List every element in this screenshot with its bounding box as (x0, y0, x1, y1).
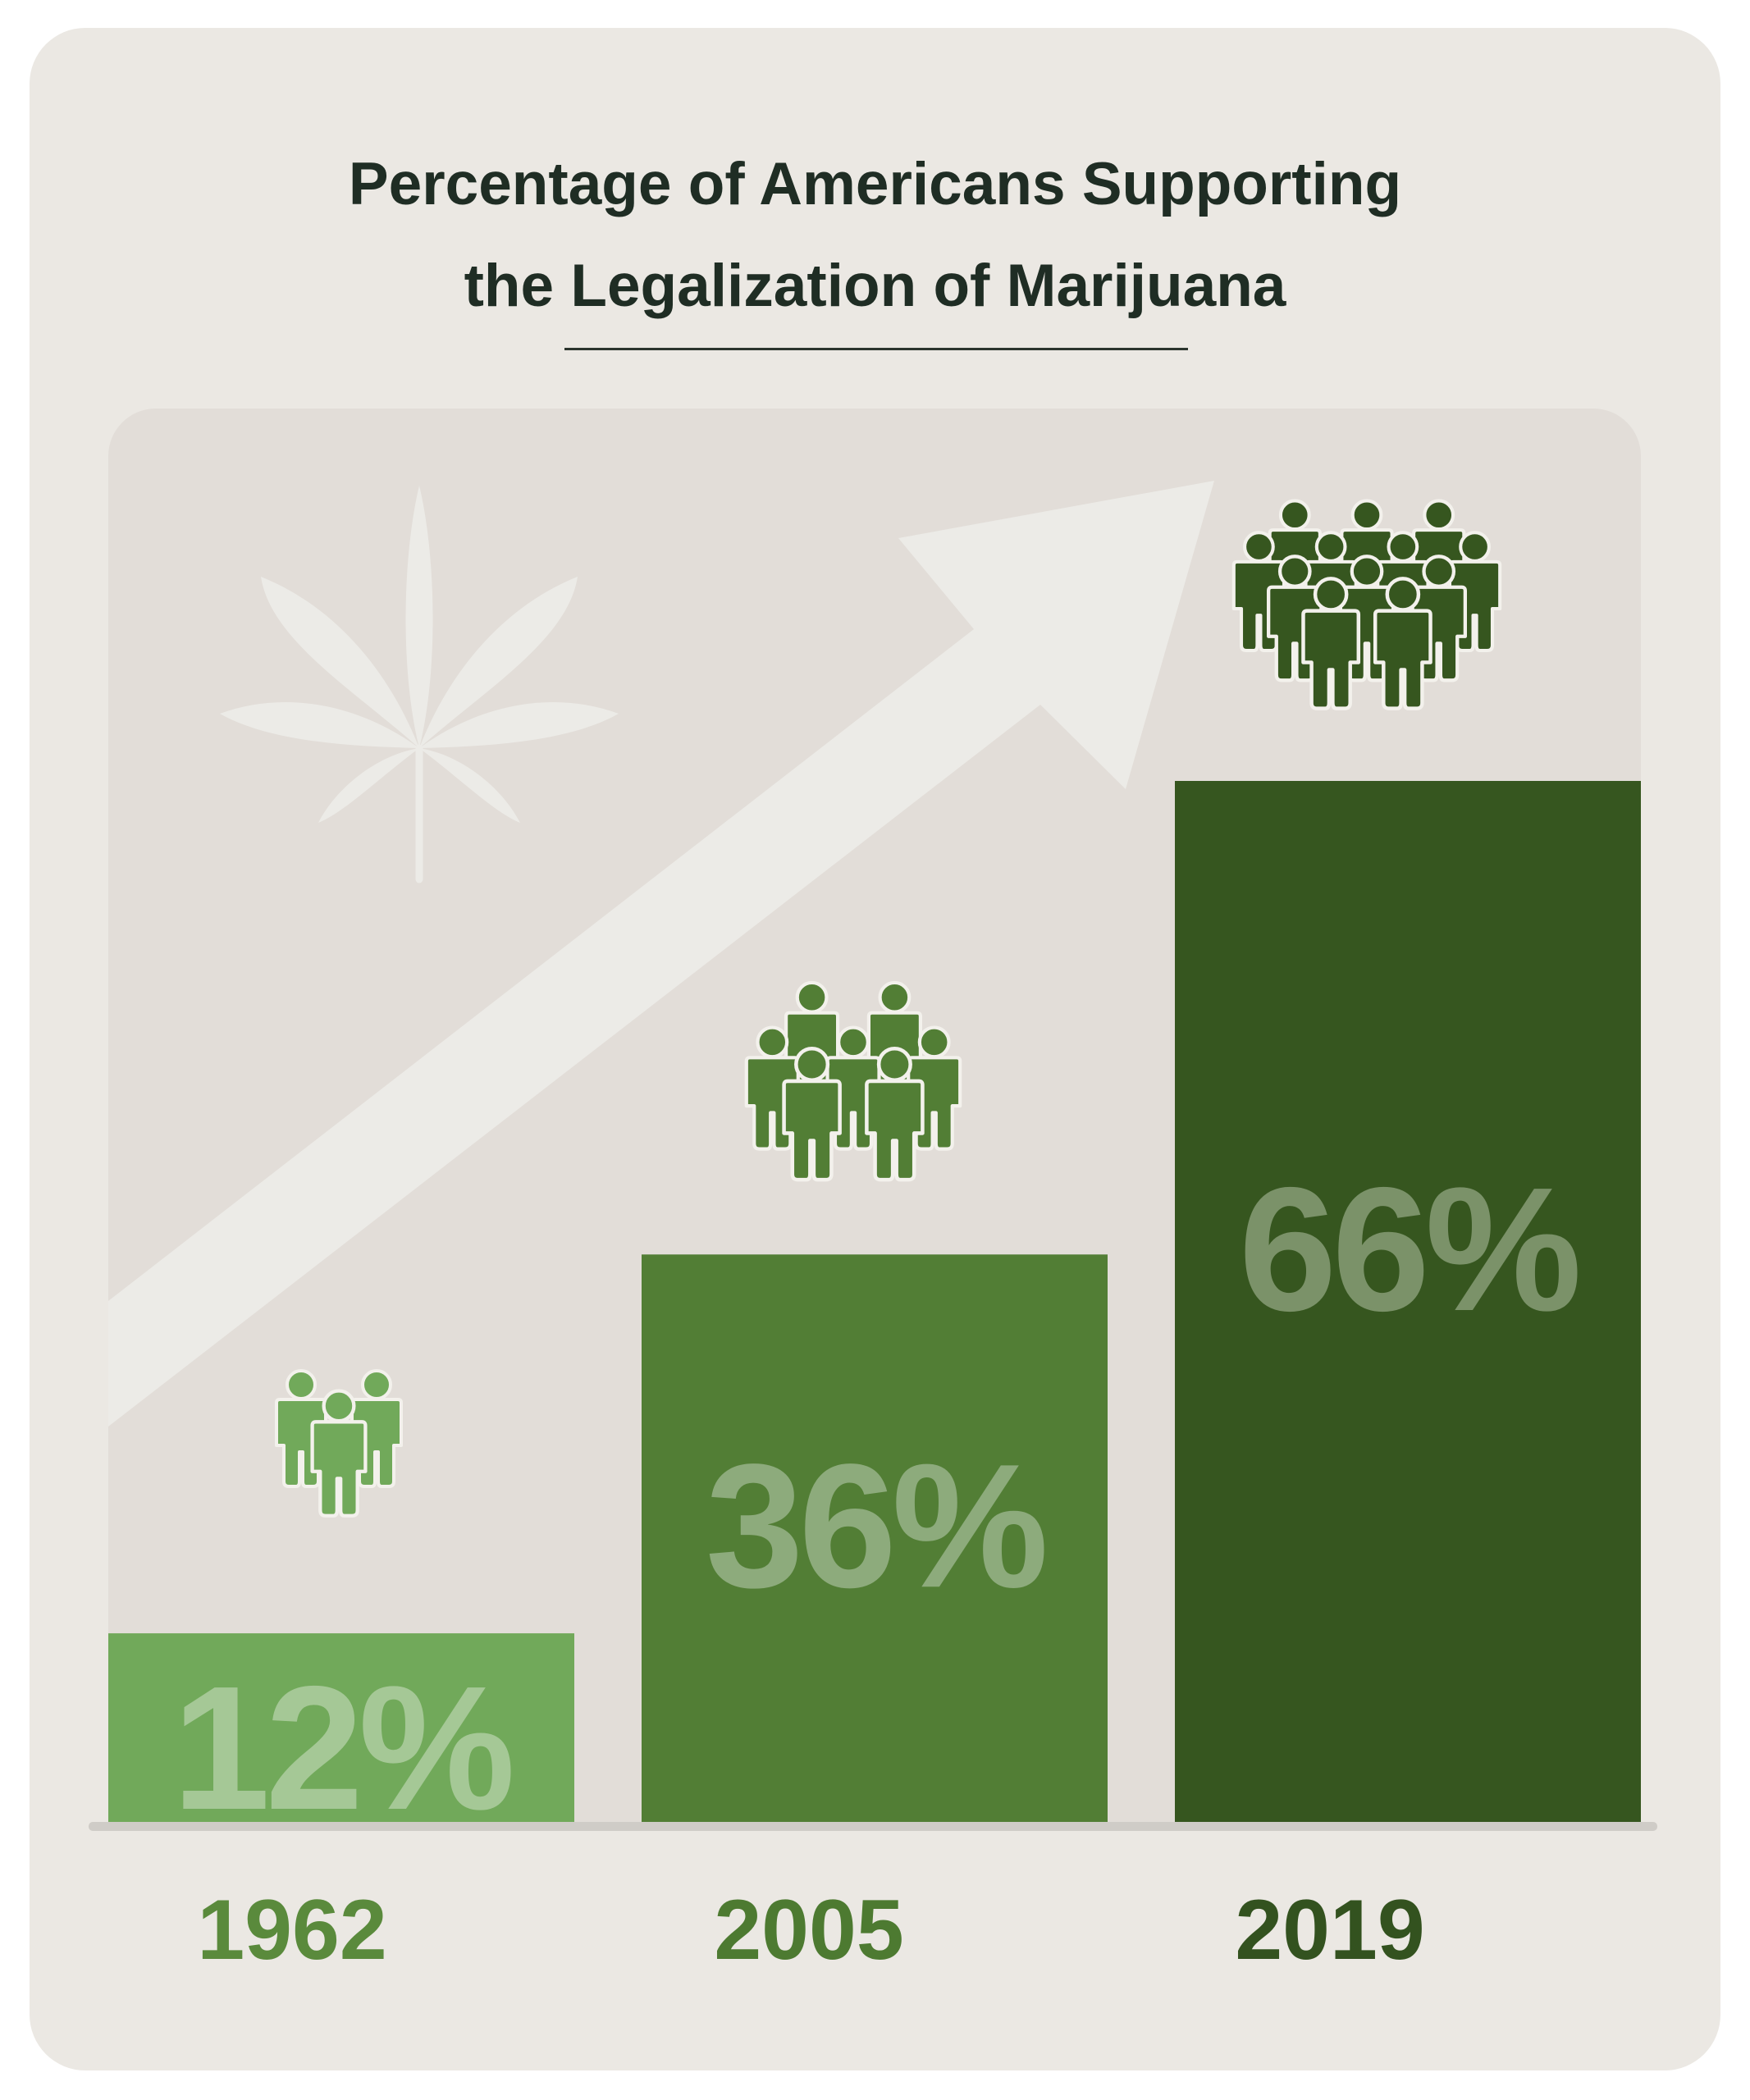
chart-title-line-2: the Legalization of Marijuana (464, 253, 1286, 319)
upward-trend-arrow-icon (108, 481, 1214, 1427)
bar-1962 (108, 1633, 574, 1823)
cannabis-leaf-icon (220, 486, 619, 883)
bar-value-label: 36% (706, 1427, 1044, 1624)
chart-title: Percentage of Americans Supporting the L… (0, 134, 1750, 337)
bar-2019 (1175, 781, 1641, 1823)
x-axis-year-label: 2019 (1235, 1883, 1424, 1978)
x-axis-year-label: 1962 (197, 1883, 386, 1978)
baseline-axis (89, 1822, 1657, 1831)
bar-2005 (642, 1254, 1108, 1823)
x-axis-year-label: 2005 (714, 1883, 903, 1978)
chart-title-line-1: Percentage of Americans Supporting (348, 151, 1402, 217)
bar-value-label: 12% (172, 1649, 511, 1847)
title-divider (564, 348, 1188, 350)
bar-value-label: 66% (1239, 1150, 1578, 1348)
